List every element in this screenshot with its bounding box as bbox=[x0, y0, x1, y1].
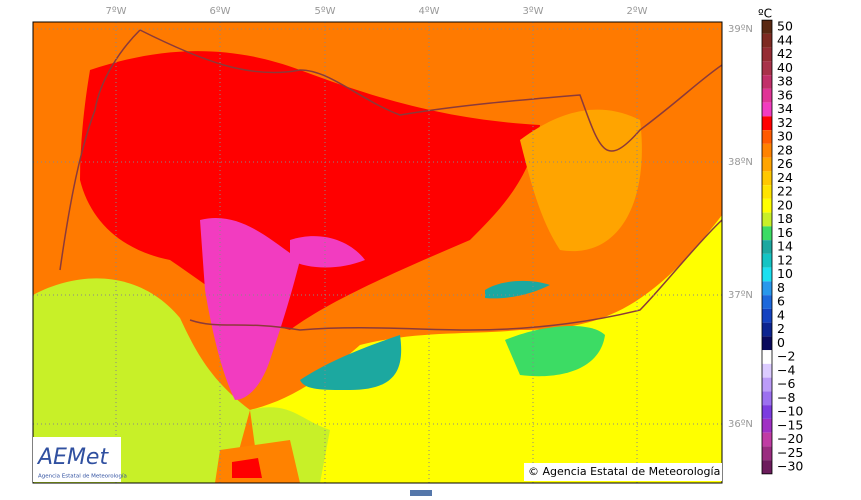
legend-label: 2 bbox=[777, 321, 785, 336]
legend-swatch bbox=[762, 33, 772, 48]
legend-swatch bbox=[762, 350, 772, 364]
legend-label: −20 bbox=[777, 431, 803, 446]
legend-label: 6 bbox=[777, 294, 785, 309]
legend-label: 0 bbox=[777, 335, 785, 350]
legend-label: 18 bbox=[777, 211, 793, 226]
legend-label: 32 bbox=[777, 115, 793, 130]
legend-label: 44 bbox=[777, 32, 793, 47]
legend-swatch bbox=[762, 363, 772, 378]
graticule bbox=[33, 22, 722, 483]
legend-swatch bbox=[762, 377, 772, 392]
legend-label: 42 bbox=[777, 46, 793, 61]
logo-name: AEMet bbox=[36, 445, 109, 470]
longitude-label: 2ºW bbox=[627, 6, 648, 17]
legend-swatch bbox=[762, 102, 772, 117]
latitude-label: 36ºN bbox=[728, 419, 753, 430]
legend-label: 14 bbox=[777, 239, 793, 254]
legend-swatch bbox=[762, 240, 772, 254]
legend-label: 12 bbox=[777, 252, 793, 267]
legend-swatch bbox=[762, 212, 772, 227]
legend-swatch bbox=[762, 460, 772, 474]
legend-label: −2 bbox=[777, 349, 795, 364]
legend-swatch bbox=[762, 185, 772, 199]
legend-unit: ºC bbox=[758, 7, 772, 21]
latitude-label: 39ºN bbox=[728, 24, 753, 35]
legend-swatch bbox=[762, 295, 772, 309]
legend-swatch bbox=[762, 308, 772, 323]
legend-label: −30 bbox=[777, 459, 803, 474]
longitude-label: 4ºW bbox=[419, 6, 440, 17]
scroll-handle[interactable] bbox=[410, 490, 432, 496]
legend-swatch bbox=[762, 253, 772, 268]
legend-swatch bbox=[762, 322, 772, 337]
logo: AEMet Agencia Estatal de Meteorología bbox=[33, 437, 127, 482]
longitude-label: 3ºW bbox=[523, 6, 544, 17]
legend-label: 8 bbox=[777, 280, 785, 295]
legend-label: −6 bbox=[777, 376, 795, 391]
latitude-label: 38ºN bbox=[728, 157, 753, 168]
copyright: © Agencia Estatal de Meteorología bbox=[528, 465, 720, 478]
copyright-box bbox=[524, 463, 722, 481]
legend-label: 26 bbox=[777, 156, 793, 171]
legend-frame bbox=[761, 19, 773, 475]
legend-swatch bbox=[762, 418, 772, 433]
legend-swatch bbox=[762, 226, 772, 241]
legend-label: 30 bbox=[777, 129, 793, 144]
legend-label: −4 bbox=[777, 362, 795, 377]
legend-label: −10 bbox=[777, 404, 803, 419]
legend-label: 16 bbox=[777, 225, 793, 240]
longitude-label: 6ºW bbox=[210, 6, 231, 17]
logo-subtitle: Agencia Estatal de Meteorología bbox=[38, 473, 127, 480]
legend-swatch bbox=[762, 281, 772, 296]
legend-label: 22 bbox=[777, 184, 793, 199]
legend-swatch bbox=[762, 143, 772, 158]
legend-label: 4 bbox=[777, 307, 785, 322]
legend-swatch bbox=[762, 446, 772, 461]
legend-label: 28 bbox=[777, 142, 793, 157]
longitude-label: 7ºW bbox=[106, 6, 127, 17]
legend-label: −15 bbox=[777, 417, 803, 432]
legend-swatch bbox=[762, 75, 772, 89]
legend-swatch bbox=[762, 405, 772, 419]
legend-swatch bbox=[762, 88, 772, 103]
legend-swatch bbox=[762, 432, 772, 447]
legend-label: −8 bbox=[777, 390, 795, 405]
legend-swatch bbox=[762, 171, 772, 186]
legend-label: 34 bbox=[777, 101, 793, 116]
legend-label: 38 bbox=[777, 74, 793, 89]
legend-label: 50 bbox=[777, 19, 793, 34]
latitude-label: 37ºN bbox=[728, 290, 753, 301]
legend-swatch bbox=[762, 336, 772, 351]
legend-label: 24 bbox=[777, 170, 793, 185]
legend-swatch bbox=[762, 157, 772, 172]
legend-swatch bbox=[762, 20, 772, 34]
legend-label: 40 bbox=[777, 60, 793, 75]
legend-swatch bbox=[762, 47, 772, 62]
legend-swatch bbox=[762, 116, 772, 131]
legend-label: 36 bbox=[777, 87, 793, 102]
legend-label: −25 bbox=[777, 445, 803, 460]
map bbox=[33, 22, 722, 483]
legend-swatch bbox=[762, 61, 772, 76]
longitude-label: 5ºW bbox=[315, 6, 336, 17]
legend-swatch bbox=[762, 267, 772, 282]
legend-swatch bbox=[762, 391, 772, 406]
legend-swatch bbox=[762, 198, 772, 213]
legend-label: 20 bbox=[777, 197, 793, 212]
legend-label: 10 bbox=[777, 266, 793, 281]
map-frame bbox=[32, 21, 723, 484]
legend-swatch bbox=[762, 130, 772, 144]
